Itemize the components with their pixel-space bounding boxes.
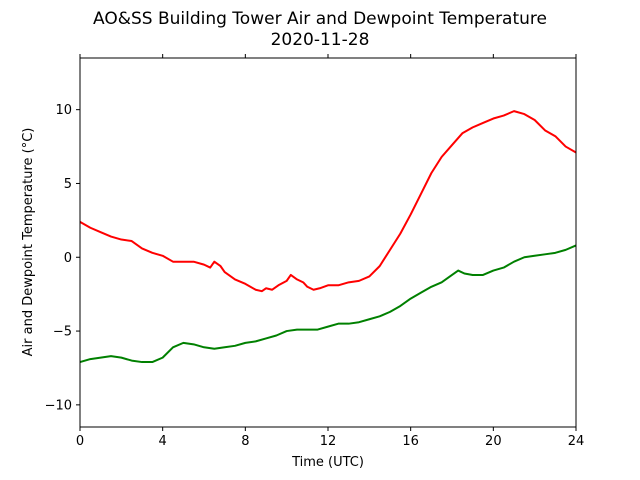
x-tick-label: 0	[76, 434, 84, 449]
x-tick-label: 8	[241, 434, 249, 449]
x-axis: 0 4 8 12 16 20 24	[76, 54, 584, 449]
y-tick-label: 10	[55, 103, 72, 118]
series-line-1	[79, 244, 577, 364]
x-tick-label: 12	[320, 434, 337, 449]
x-axis-label: Time (UTC)	[291, 455, 364, 470]
x-tick-label: 16	[402, 434, 419, 449]
y-tick-label: −10	[45, 398, 72, 413]
x-tick-label: 20	[485, 434, 502, 449]
series-layer	[79, 110, 577, 364]
x-tick-label: 4	[159, 434, 167, 449]
plot-frame	[79, 57, 577, 428]
chart-title: AO&SS Building Tower Air and Dewpoint Te…	[93, 9, 547, 29]
y-tick-label: 5	[64, 177, 72, 192]
y-axis: −10 −5 0 5 10	[45, 103, 80, 413]
x-tick-label: 24	[568, 434, 585, 449]
chart-subtitle: 2020-11-28	[271, 30, 370, 50]
series-line-0	[79, 110, 577, 293]
y-tick-label: 0	[64, 251, 72, 266]
y-tick-label: −5	[53, 325, 72, 340]
y-axis-label: Air and Dewpoint Temperature (°C)	[21, 128, 36, 357]
